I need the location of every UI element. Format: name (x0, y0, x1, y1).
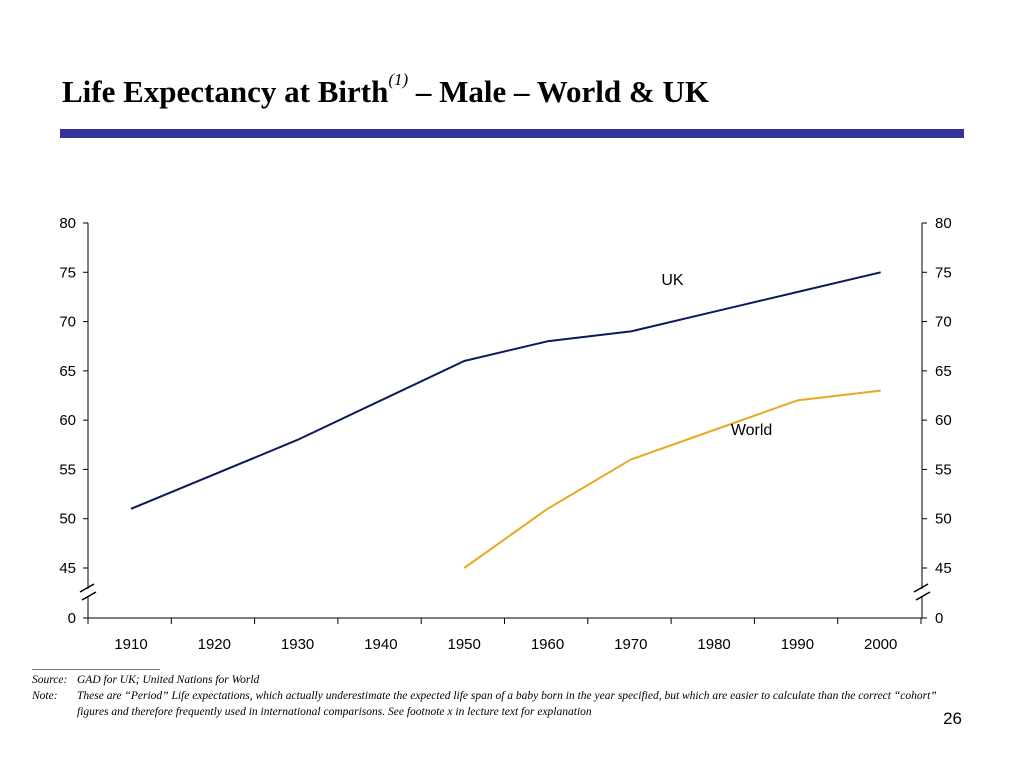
y-tick-label-right: 50 (935, 511, 952, 528)
series-label-uk: UK (661, 272, 684, 289)
x-tick-label: 1940 (364, 636, 397, 653)
slide-title: Life Expectancy at Birth(1) – Male – Wor… (62, 70, 709, 110)
note-text: These are “Period” Life expectations, wh… (77, 690, 937, 718)
page-number: 26 (943, 709, 962, 728)
y-tick-label-right: 60 (935, 412, 952, 429)
axis-break-mark-left (79, 583, 95, 593)
note-label-line: Note: (32, 688, 77, 704)
footnote-divider (32, 669, 160, 670)
x-tick-label: 1980 (697, 636, 730, 653)
note-label: Note: (32, 690, 58, 702)
y-tick-label-right: 0 (935, 610, 943, 627)
y-tick-label-right: 55 (935, 461, 952, 478)
y-tick-label-right: 70 (935, 314, 952, 331)
axis-break-mark-right (913, 583, 929, 593)
y-tick-label-left: 80 (59, 215, 76, 232)
y-tick-label-right: 65 (935, 363, 952, 380)
axis-break-gap-left (82, 589, 94, 597)
title-main: Life Expectancy at Birth (62, 74, 389, 109)
x-tick-label: 1930 (281, 636, 314, 653)
x-tick-label: 1990 (781, 636, 814, 653)
x-tick-label: 1970 (614, 636, 647, 653)
y-tick-label-left: 65 (59, 363, 76, 380)
x-tick-label: 2000 (864, 636, 897, 653)
x-tick-label: 1950 (448, 636, 481, 653)
life-expectancy-chart: 0 0 45 45 50 50 55 55 60 60 65 65 70 70 75 75 80 80 1910 19… (59, 215, 952, 653)
y-tick-label-right: 45 (935, 560, 952, 577)
source-label: Source: (32, 674, 68, 686)
x-tick-label: 1960 (531, 636, 564, 653)
series-label-world: World (731, 422, 773, 439)
y-tick-label-right: 80 (935, 215, 952, 232)
title-superscript: (1) (388, 70, 409, 89)
y-tick-label-left: 70 (59, 314, 76, 331)
y-tick-label-left: 0 (68, 610, 76, 627)
y-tick-label-left: 60 (59, 412, 76, 429)
axis-break-gap-right (916, 589, 928, 597)
source-text: GAD for UK; United Nations for World (77, 674, 260, 686)
title-rest: – Male – World & UK (408, 74, 709, 109)
y-tick-label-right: 75 (935, 264, 952, 281)
y-tick-label-left: 45 (59, 560, 76, 577)
x-tick-label: 1920 (198, 636, 231, 653)
y-tick-label-left: 50 (59, 511, 76, 528)
y-tick-label-left: 75 (59, 264, 76, 281)
axis-break-mark-right (915, 591, 931, 601)
axis-break-mark-left (81, 591, 97, 601)
series-line-world (463, 389, 881, 569)
series-line-uk (130, 271, 881, 510)
x-tick-label: 1910 (114, 636, 147, 653)
y-tick-label-left: 55 (59, 461, 76, 478)
source-line: Source: GAD for UK; United Nations for Wo… (32, 672, 259, 688)
title-rule (60, 129, 964, 138)
